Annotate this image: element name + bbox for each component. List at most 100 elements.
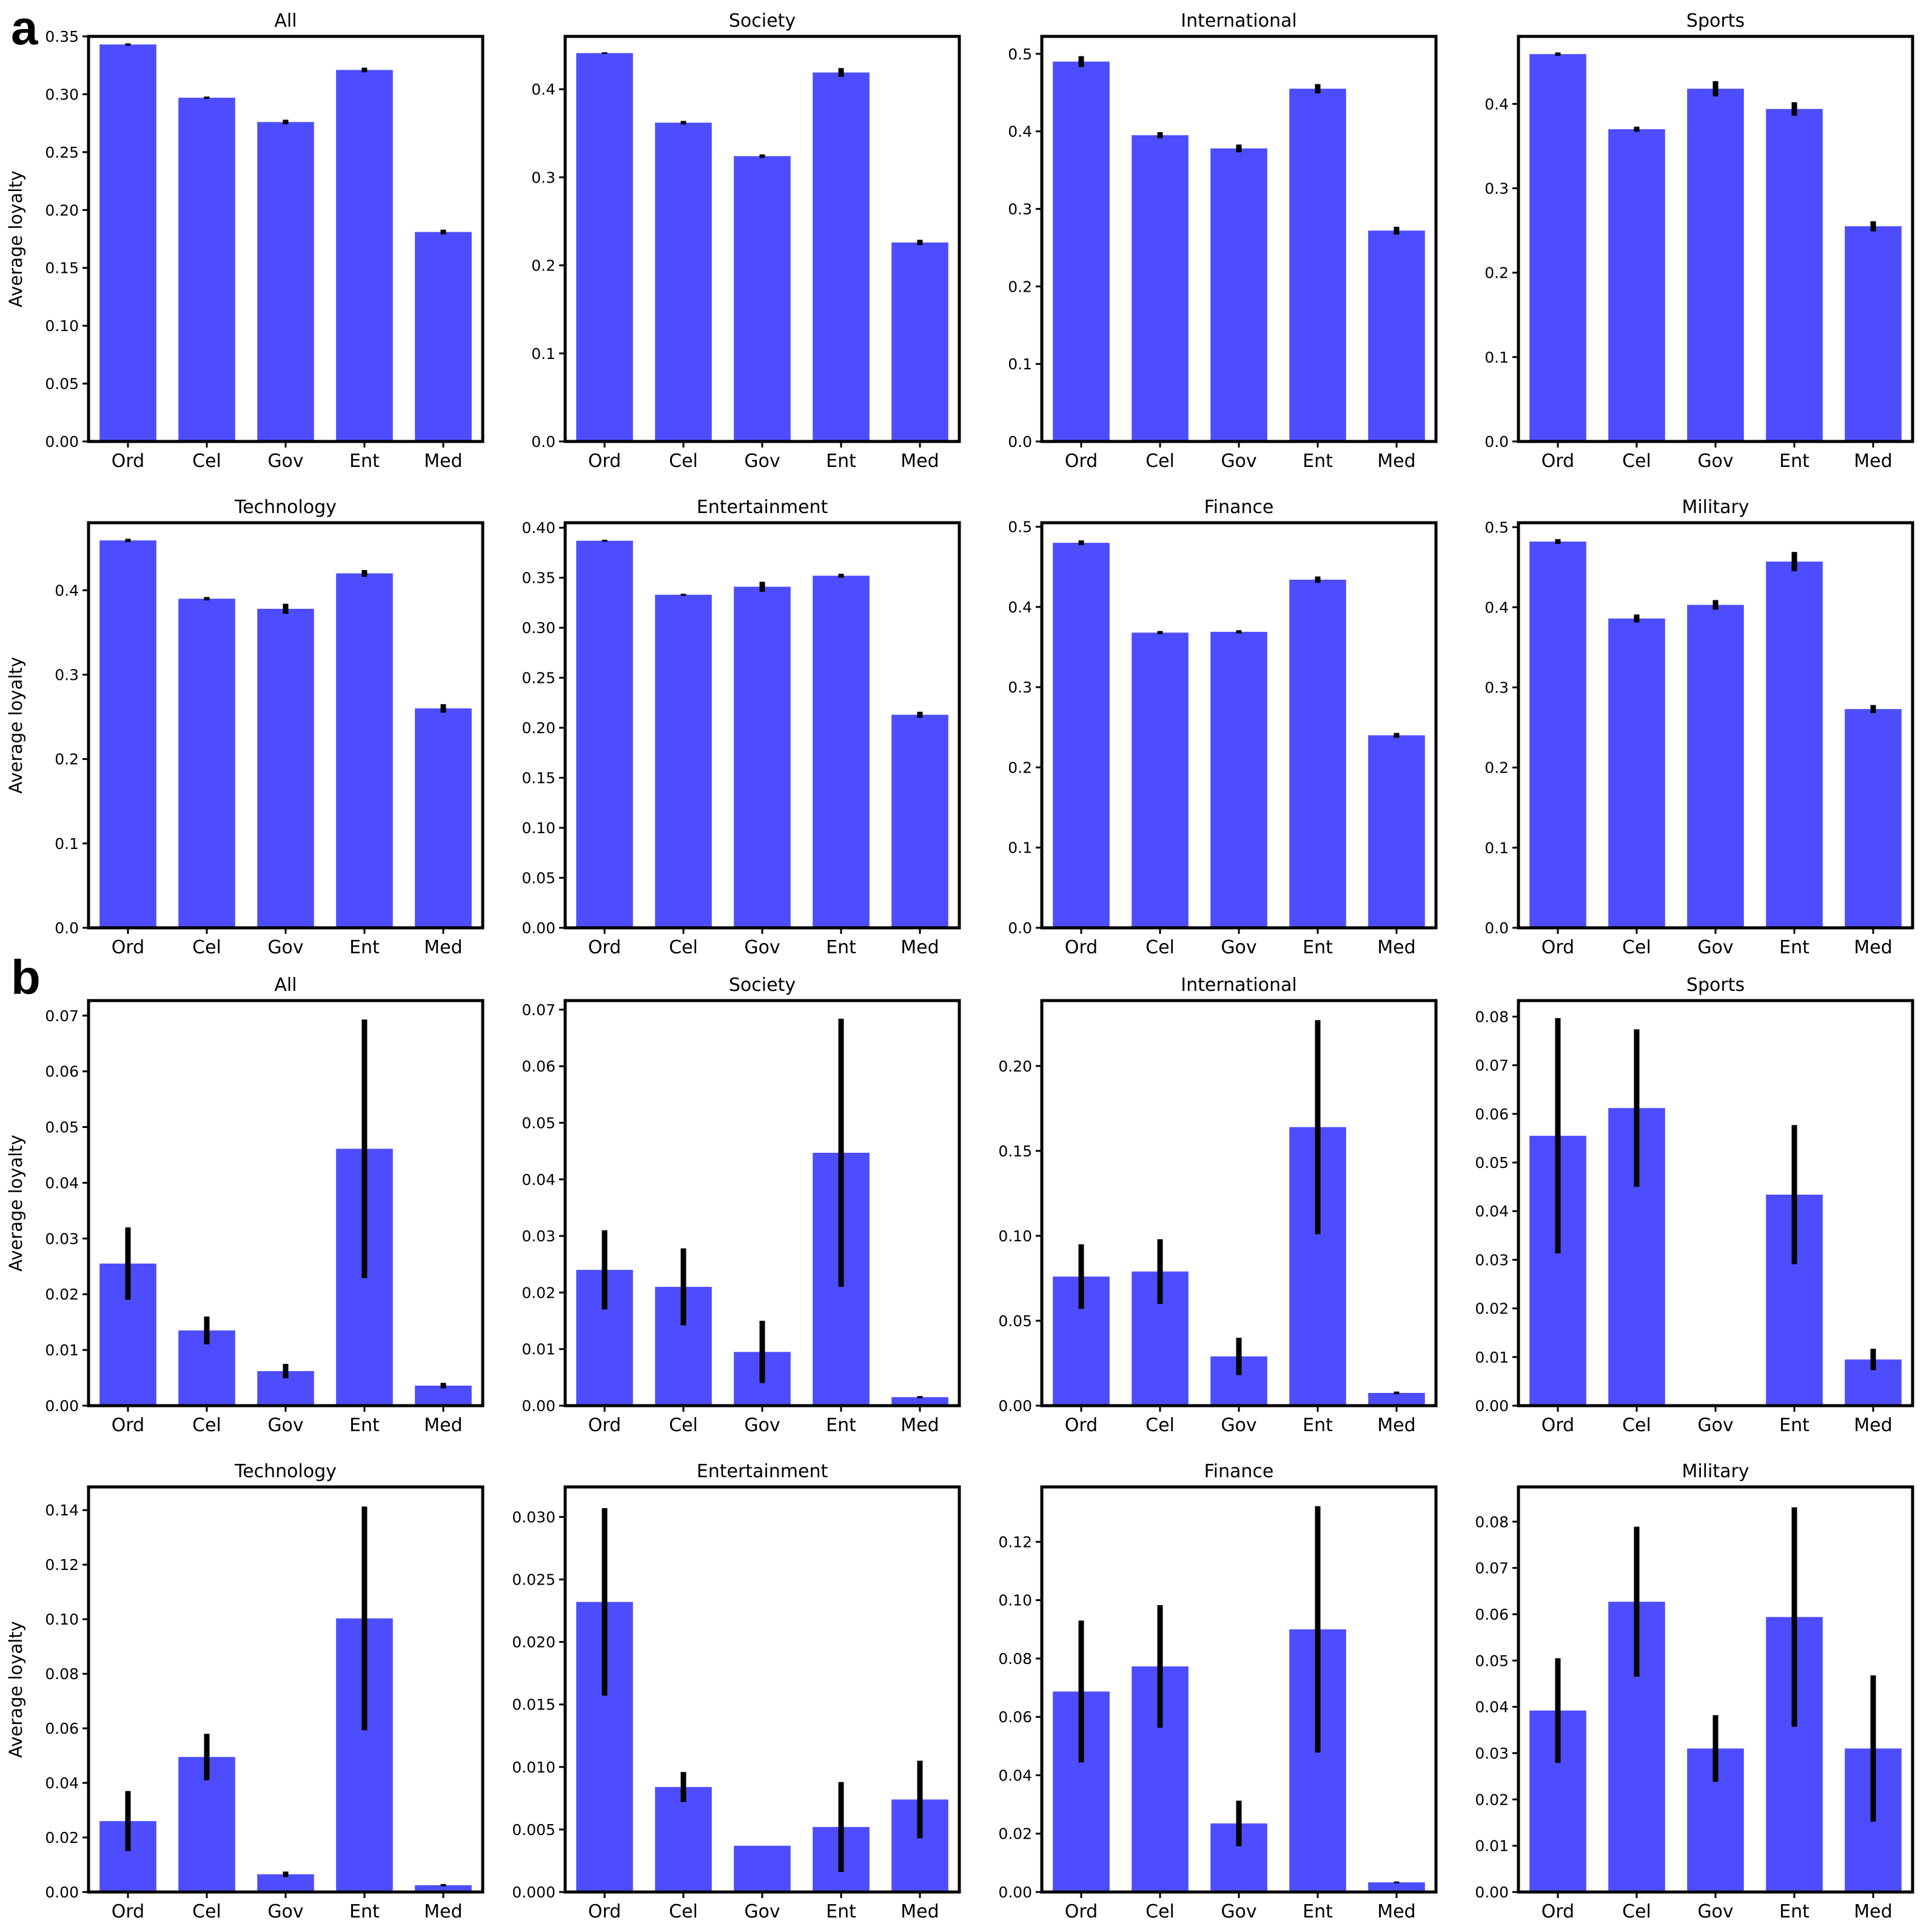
bar-med [415,708,472,928]
plot-frame [1040,1485,1438,1894]
y-tick-label: 0.1 [1484,349,1509,366]
chart-title: Society [729,975,796,996]
bar-cel [1132,632,1189,928]
y-axis-label: Average loyalty [5,657,26,794]
x-tick-label: Cel [192,451,221,472]
x-tick-label: Gov [1697,1901,1733,1922]
y-tick-label: 0.4 [531,81,555,98]
bar-med [1368,1882,1425,1892]
y-tick-label: 0.04 [522,1171,555,1189]
plot-frame [1517,1485,1914,1894]
y-tick-label: 0.04 [1475,1203,1509,1220]
y-tick-label: 0.02 [45,1829,79,1847]
bar-med [1845,226,1902,441]
bar-gov [1687,89,1744,442]
x-tick-label: Med [1854,1901,1892,1922]
chart-2: Society 0.0 0.1 0.2 0.3 0.4 Ord Cel Gov Ent Med [531,10,961,472]
y-tick-label: 0.01 [522,1341,555,1358]
y-tick-label: 0.1 [1008,839,1032,857]
y-tick-label: 0.25 [45,144,79,161]
x-tick-label: Ent [1779,1415,1810,1436]
x-tick-label: Med [424,451,462,472]
chart-title: Military [1682,497,1749,518]
bar-ent [1289,579,1346,928]
y-tick-label: 0.025 [512,1571,555,1589]
y-tick-label: 0.3 [55,666,79,684]
chart-title: Entertainment [697,497,828,518]
y-tick-label: 0.3 [1008,679,1032,696]
y-tick-label: 0.08 [45,1665,79,1683]
x-tick-label: Cel [1622,451,1651,472]
y-tick-label: 0.15 [45,260,79,277]
y-tick-label: 0.4 [55,582,79,599]
y-tick-label: 0.02 [522,1284,555,1301]
y-tick-label: 0.2 [55,751,79,768]
chart-title: International [1181,10,1296,32]
x-tick-label: Cel [1145,1901,1175,1922]
y-axis-label: Average loyalty [5,1621,26,1758]
bar-gov [257,122,314,442]
x-tick-label: Ent [1779,937,1810,958]
x-tick-label: Ent [349,937,380,958]
y-tick-label: 0.0 [1484,433,1509,451]
x-tick-label: Med [1854,937,1892,958]
y-tick-label: 0.4 [1484,599,1509,616]
plot-frame [563,999,961,1407]
x-tick-label: Med [1377,937,1415,958]
y-tick-label: 0.07 [1475,1057,1509,1075]
bar-ord [99,44,156,442]
bar-cel [655,122,712,441]
x-tick-label: Gov [1221,937,1256,958]
y-axis-label: Average loyalty [5,1135,26,1272]
y-tick-label: 0.3 [1484,180,1509,198]
x-tick-label: Ord [588,451,621,472]
y-tick-label: 0.03 [522,1227,555,1245]
y-tick-label: 0.2 [1008,278,1032,295]
y-tick-label: 0.2 [531,257,555,275]
y-tick-label: 0.20 [45,201,79,219]
bar-med [891,1397,948,1406]
bar-gov [1210,631,1267,928]
y-tick-label: 0.00 [998,1884,1032,1901]
plot-frame [87,521,485,930]
bar-med [415,1885,472,1892]
y-tick-label: 0.05 [998,1312,1032,1330]
x-tick-label: Gov [267,1901,303,1922]
x-tick-label: Med [901,1415,939,1436]
x-tick-label: Ent [1303,1901,1333,1922]
x-tick-label: Ord [112,451,144,472]
y-tick-label: 0.05 [1475,1652,1509,1669]
y-tick-label: 0.00 [45,1884,79,1901]
x-tick-label: Gov [267,1415,303,1436]
y-tick-label: 0.005 [512,1821,555,1839]
x-tick-label: Gov [1221,1415,1256,1436]
bar-gov [257,1874,314,1892]
x-tick-label: Cel [1622,937,1651,958]
x-tick-label: Cel [192,1415,221,1436]
bar-gov [734,156,791,441]
y-tick-label: 0.03 [1475,1745,1509,1762]
plot-frame [1040,35,1438,443]
x-tick-label: Ord [1541,1901,1574,1922]
y-tick-label: 0.01 [45,1341,79,1359]
chart-title: All [274,975,297,996]
x-tick-label: Ord [1541,1415,1574,1436]
plot-frame [87,999,485,1407]
y-tick-label: 0.15 [998,1142,1032,1160]
y-tick-label: 0.00 [45,433,79,451]
bar-gov [734,1845,791,1892]
y-tick-label: 0.00 [45,1397,79,1415]
x-tick-label: Ent [1303,937,1333,958]
x-tick-label: Med [424,1415,462,1436]
chart-7: Finance 0.0 0.1 0.2 0.3 0.4 0.5 Ord Cel Gov Ent Med [1008,497,1438,958]
x-tick-label: Ent [826,451,856,472]
bar-ord [1053,543,1110,928]
y-tick-label: 0.5 [1008,518,1032,536]
y-axis-label: Average loyalty [5,170,26,307]
x-tick-label: Ent [349,1901,380,1922]
y-tick-label: 0.05 [522,1115,555,1132]
bar-cel [178,98,235,441]
x-tick-label: Cel [192,937,221,958]
